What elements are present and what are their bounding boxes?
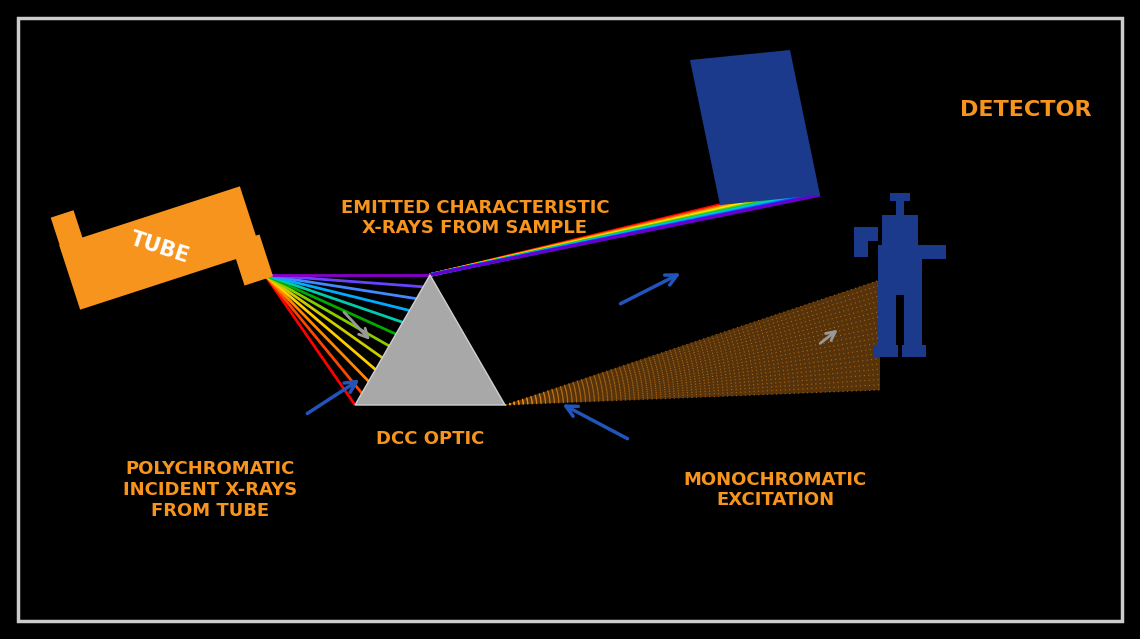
Bar (890, 193, 910, 201)
Text: MONOCHROMATIC
EXCITATION: MONOCHROMATIC EXCITATION (683, 470, 866, 509)
Bar (854, 227, 878, 241)
Text: DCC OPTIC: DCC OPTIC (376, 430, 484, 448)
Bar (904, 295, 922, 345)
Text: POLYCHROMATIC
INCIDENT X-RAYS
FROM TUBE: POLYCHROMATIC INCIDENT X-RAYS FROM TUBE (123, 460, 298, 520)
Polygon shape (505, 280, 880, 405)
Bar (878, 295, 896, 345)
Text: DETECTOR: DETECTOR (960, 100, 1091, 120)
Polygon shape (50, 210, 86, 254)
Polygon shape (690, 50, 820, 205)
Polygon shape (59, 187, 261, 310)
Bar (878, 245, 922, 295)
Polygon shape (231, 235, 274, 286)
Bar (896, 197, 904, 215)
Bar (854, 227, 868, 257)
Bar (922, 245, 946, 259)
Bar (882, 215, 918, 245)
Bar (874, 345, 898, 357)
Text: EMITTED CHARACTERISTIC
X-RAYS FROM SAMPLE: EMITTED CHARACTERISTIC X-RAYS FROM SAMPL… (341, 199, 609, 238)
Text: TUBE: TUBE (128, 229, 193, 267)
Polygon shape (355, 275, 505, 405)
Bar (902, 345, 926, 357)
